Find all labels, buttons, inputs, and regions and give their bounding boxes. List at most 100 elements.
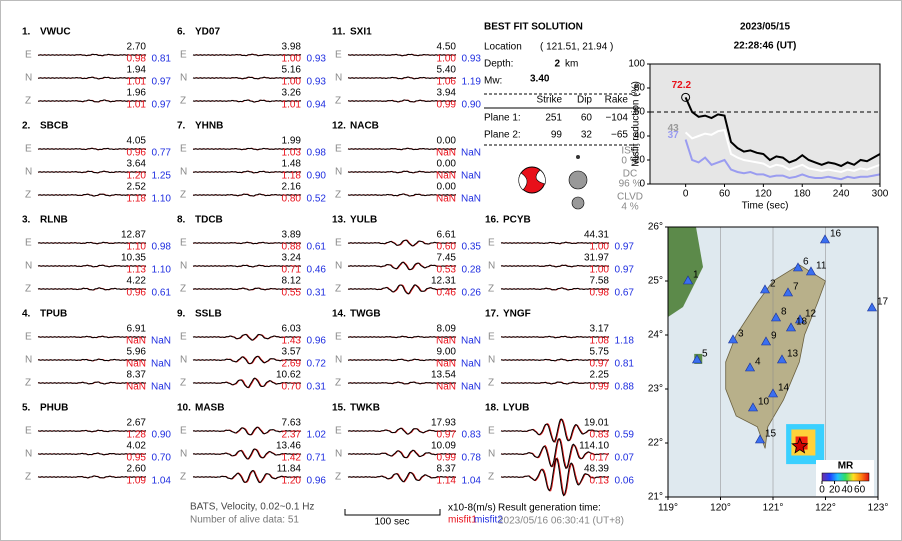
station-name: VWUC xyxy=(40,27,71,38)
amplitude: 6.03 xyxy=(282,324,302,335)
column-header: Dip xyxy=(577,95,592,106)
amplitude: 3.17 xyxy=(590,324,610,335)
waveform xyxy=(192,355,302,365)
component: Z xyxy=(180,378,186,389)
amplitude: 48.39 xyxy=(584,464,609,475)
waveform xyxy=(37,358,147,362)
component: N xyxy=(335,73,342,84)
amplitude: 11.84 xyxy=(277,464,302,475)
waveform xyxy=(347,261,457,271)
component: Z xyxy=(335,190,341,201)
component: E xyxy=(25,332,32,343)
lon-tick-label: 121° xyxy=(763,503,784,514)
misfit1: NaN xyxy=(436,171,456,182)
misfit2: 0.94 xyxy=(307,100,327,111)
component: N xyxy=(25,261,32,272)
amplitude: 2.52 xyxy=(127,182,147,193)
component: E xyxy=(25,144,32,155)
component-value: 4 % xyxy=(621,202,638,213)
legend-misfit2: misfit2 xyxy=(474,515,503,526)
lat-tick-label: 25° xyxy=(648,276,663,287)
solution-title: BEST FIT SOLUTION xyxy=(484,22,583,33)
component: E xyxy=(488,426,495,437)
colorbar-tick-label: 40 xyxy=(842,485,854,496)
station-index: 9. xyxy=(177,309,186,320)
misfit2: 0.81 xyxy=(152,54,172,65)
waveform xyxy=(37,381,147,385)
waveform xyxy=(347,147,457,151)
amplitude: 1.48 xyxy=(282,159,302,170)
waveform xyxy=(347,449,457,459)
station-map-label: 14 xyxy=(778,383,790,394)
station-name: TWGB xyxy=(350,309,381,320)
waveform xyxy=(500,438,610,470)
amplitude: 3.89 xyxy=(282,230,302,241)
station-map-label: 10 xyxy=(758,397,770,408)
misfit1: 1.18 xyxy=(127,194,147,205)
amplitude: 19.01 xyxy=(584,418,609,429)
station-index: 2. xyxy=(22,121,31,132)
component: E xyxy=(335,426,342,437)
misfit1: NaN xyxy=(126,336,146,347)
amplitude: 7.63 xyxy=(282,418,302,429)
component: Z xyxy=(25,190,31,201)
component: E xyxy=(180,238,187,249)
magnitude: 3.40 xyxy=(530,74,550,85)
waveform xyxy=(500,264,610,268)
misfit1: 0.99 xyxy=(437,453,457,464)
station-marker xyxy=(727,334,739,344)
misfit1: 1.42 xyxy=(282,453,302,464)
waveform xyxy=(37,429,147,433)
lat-tick-label: 23° xyxy=(648,384,663,395)
misfit1: 1.00 xyxy=(590,242,610,253)
mini-ball xyxy=(568,170,588,190)
misfit2: 1.25 xyxy=(152,171,172,182)
unit: km xyxy=(565,59,578,70)
component: Z xyxy=(180,190,186,201)
misfit2: 1.19 xyxy=(462,77,482,88)
misfit2: NaN xyxy=(461,171,481,182)
misfit1: 0.96 xyxy=(127,288,147,299)
component: N xyxy=(180,73,187,84)
station-name: SXI1 xyxy=(350,27,372,38)
misfit2: 0.93 xyxy=(307,77,327,88)
component: N xyxy=(488,449,495,460)
station-index: 10. xyxy=(177,403,191,414)
amplitude: 0.00 xyxy=(437,159,457,170)
waveform xyxy=(192,377,302,389)
waveform xyxy=(37,241,147,245)
column-header: Rake xyxy=(605,95,629,106)
station-map-label: 5 xyxy=(702,349,708,360)
event-time: 22:28:46 (UT) xyxy=(734,41,797,52)
station-map-label: 15 xyxy=(765,429,777,440)
waveform xyxy=(37,170,146,174)
location: ( 121.51, 21.94 ) xyxy=(540,42,613,53)
component: Z xyxy=(25,472,31,483)
scale-bar xyxy=(344,509,441,516)
amplitude: 1.96 xyxy=(127,88,147,99)
waveform xyxy=(192,287,302,291)
plane-value: 32 xyxy=(581,130,593,141)
station-marker xyxy=(776,354,788,364)
epicenter xyxy=(791,437,809,454)
station-index: 12. xyxy=(332,121,346,132)
station-marker xyxy=(782,287,794,297)
misfit2: NaN xyxy=(151,382,171,393)
misfit1: 0.13 xyxy=(590,476,610,487)
plane-value: 60 xyxy=(581,113,593,124)
lon-tick-label: 122° xyxy=(815,503,836,514)
waveform xyxy=(192,53,302,57)
waveform xyxy=(500,381,610,385)
amplitude: 2.67 xyxy=(127,418,147,429)
amplitude: 31.97 xyxy=(584,253,609,264)
waveform xyxy=(37,475,147,479)
misfit1: 0.71 xyxy=(282,265,302,276)
waveform xyxy=(500,335,610,339)
component: N xyxy=(335,449,342,460)
waveform xyxy=(193,170,302,174)
misfit1: 0.80 xyxy=(282,194,302,205)
misfit2: 0.35 xyxy=(462,242,482,253)
component: E xyxy=(335,50,342,61)
misfit2: 0.71 xyxy=(307,453,327,464)
